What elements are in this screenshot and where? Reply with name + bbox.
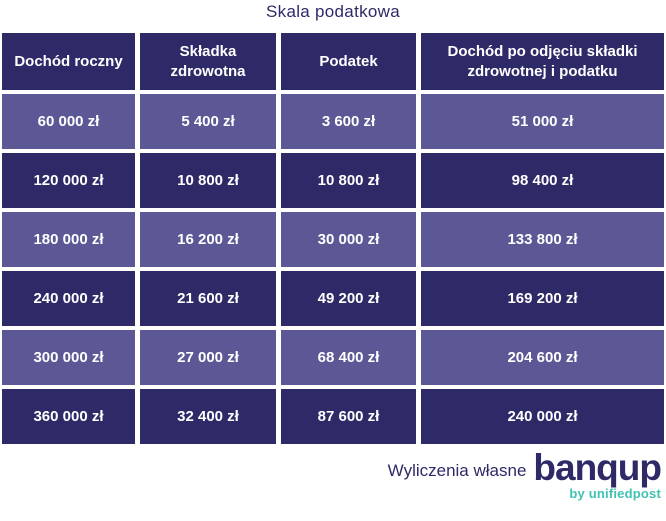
- table-cell: 120 000 zł: [2, 153, 135, 208]
- column-header-health-contribution: Składka zdrowotna: [140, 33, 276, 90]
- table-cell: 16 200 zł: [140, 212, 276, 267]
- footer: Wyliczenia własne banqup by unifiedpost: [387, 447, 662, 502]
- chart-title: Skala podatkowa: [266, 2, 400, 21]
- column-header-income-after: Dochód po odjęciu składki zdrowotnej i p…: [421, 33, 664, 90]
- banqup-logo: banqup by unifiedpost: [533, 447, 662, 502]
- table-cell: 49 200 zł: [281, 271, 416, 326]
- logo-wordmark: banqup: [533, 447, 662, 488]
- tax-scale-table: Dochód roczny Składka zdrowotna Podatek …: [2, 33, 664, 444]
- table-cell: 169 200 zł: [421, 271, 664, 326]
- table-cell: 87 600 zł: [281, 389, 416, 444]
- table-cell: 204 600 zł: [421, 330, 664, 385]
- table-cell: 360 000 zł: [2, 389, 135, 444]
- table-cell: 5 400 zł: [140, 94, 276, 149]
- table-cell: 21 600 zł: [140, 271, 276, 326]
- table-cell: 180 000 zł: [2, 212, 135, 267]
- table-cell: 133 800 zł: [421, 212, 664, 267]
- table-cell: 30 000 zł: [281, 212, 416, 267]
- column-header-annual-income: Dochód roczny: [2, 33, 135, 90]
- column-header-tax: Podatek: [281, 33, 416, 90]
- logo-byline: by unifiedpost: [569, 486, 661, 502]
- table-cell: 27 000 zł: [140, 330, 276, 385]
- table-cell: 3 600 zł: [281, 94, 416, 149]
- table-cell: 300 000 zł: [2, 330, 135, 385]
- table-cell: 10 800 zł: [281, 153, 416, 208]
- table-cell: 98 400 zł: [421, 153, 664, 208]
- table-cell: 32 400 zł: [140, 389, 276, 444]
- source-note: Wyliczenia własne: [387, 461, 527, 480]
- table-cell: 60 000 zł: [2, 94, 135, 149]
- table-cell: 10 800 zł: [140, 153, 276, 208]
- table-cell: 68 400 zł: [281, 330, 416, 385]
- table-cell: 240 000 zł: [2, 271, 135, 326]
- table-cell: 240 000 zł: [421, 389, 664, 444]
- table-cell: 51 000 zł: [421, 94, 664, 149]
